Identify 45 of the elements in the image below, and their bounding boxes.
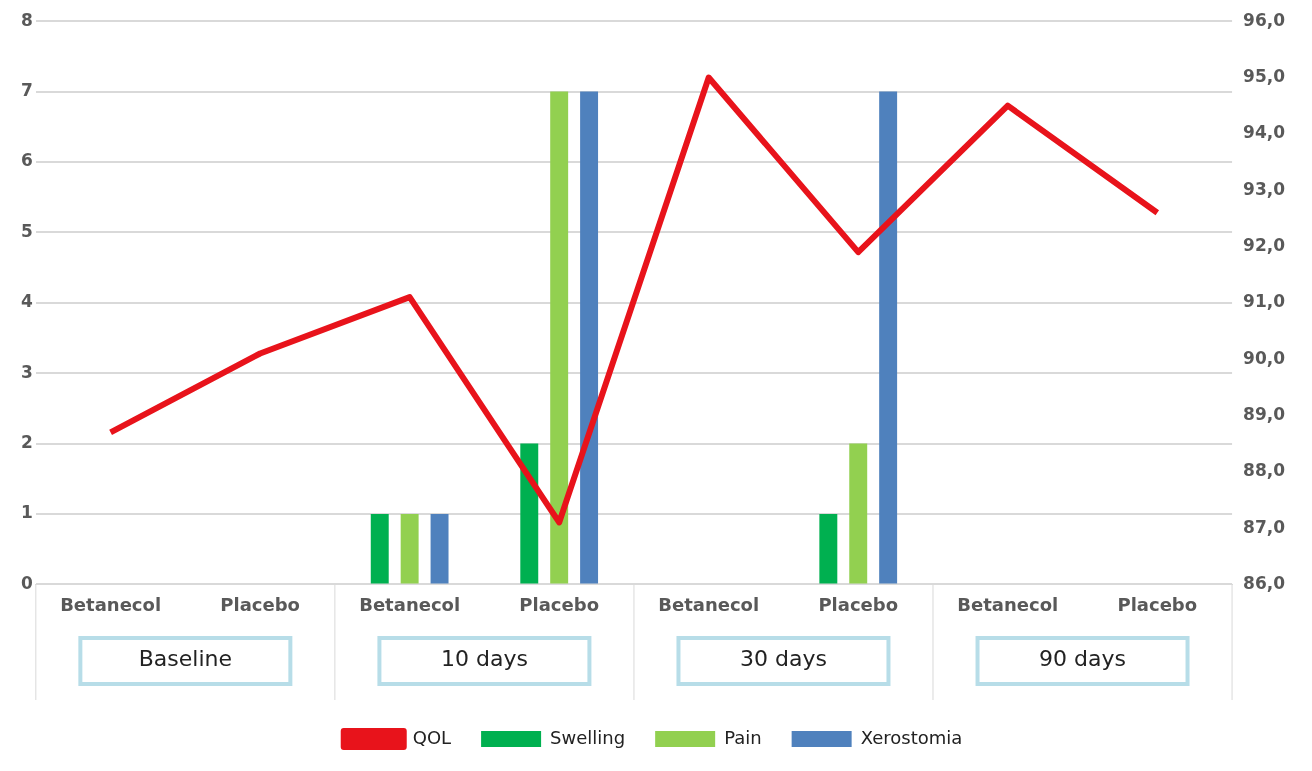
y2-tick-label: 93,0 bbox=[1243, 178, 1286, 199]
legend-label: Swelling bbox=[550, 726, 626, 748]
y2-tick-label: 87,0 bbox=[1243, 516, 1286, 537]
y2-tick-label: 88,0 bbox=[1243, 460, 1286, 481]
bar bbox=[370, 514, 389, 584]
x-tick-label: Placebo bbox=[1117, 593, 1198, 615]
text: 10 days bbox=[440, 645, 528, 671]
bar bbox=[819, 514, 838, 584]
x-tick-label: Placebo bbox=[519, 593, 599, 615]
y-tick-label: 0 bbox=[20, 572, 33, 593]
x-tick-label: Placebo bbox=[818, 593, 899, 615]
y-tick-label: 2 bbox=[20, 432, 33, 453]
legend-label: QOL bbox=[412, 726, 452, 748]
y2-tick-label: 91,0 bbox=[1243, 291, 1286, 312]
y-tick-label: 4 bbox=[20, 291, 33, 312]
y-tick-label: 3 bbox=[20, 361, 33, 382]
text: 90 days bbox=[1039, 645, 1126, 671]
y2-tick-label: 86,0 bbox=[1243, 572, 1286, 593]
bar bbox=[520, 443, 539, 584]
y-tick-label: 1 bbox=[20, 502, 33, 523]
text: Baseline bbox=[138, 645, 232, 671]
bar bbox=[849, 443, 868, 584]
y2-tick-label: 90,0 bbox=[1243, 347, 1286, 368]
bar bbox=[580, 91, 599, 584]
y2-tick-label: 95,0 bbox=[1243, 65, 1286, 86]
y-tick-label: 8 bbox=[20, 9, 33, 30]
bar bbox=[430, 514, 449, 584]
legend-label: Pain bbox=[724, 726, 762, 748]
y2-tick-label: 94,0 bbox=[1243, 122, 1286, 143]
x-tick-label: Placebo bbox=[220, 593, 300, 615]
bar bbox=[550, 91, 569, 584]
x-tick-label: Betanecol bbox=[957, 593, 1059, 615]
y-tick-label: 7 bbox=[20, 80, 33, 101]
y-tick-label: 5 bbox=[20, 220, 33, 241]
text: 30 days bbox=[740, 645, 827, 671]
legend-label: Xerostomia bbox=[860, 726, 963, 748]
x-tick-label: Betanecol bbox=[359, 593, 461, 615]
y-tick-label: 6 bbox=[20, 150, 33, 171]
x-tick-label: Betanecol bbox=[658, 593, 760, 615]
y2-tick-label: 92,0 bbox=[1243, 234, 1286, 255]
bar bbox=[400, 514, 419, 584]
y2-tick-label: 89,0 bbox=[1243, 403, 1286, 424]
x-tick-label: Betanecol bbox=[60, 593, 162, 615]
y2-tick-label: 96,0 bbox=[1243, 9, 1286, 30]
bar bbox=[879, 91, 898, 584]
